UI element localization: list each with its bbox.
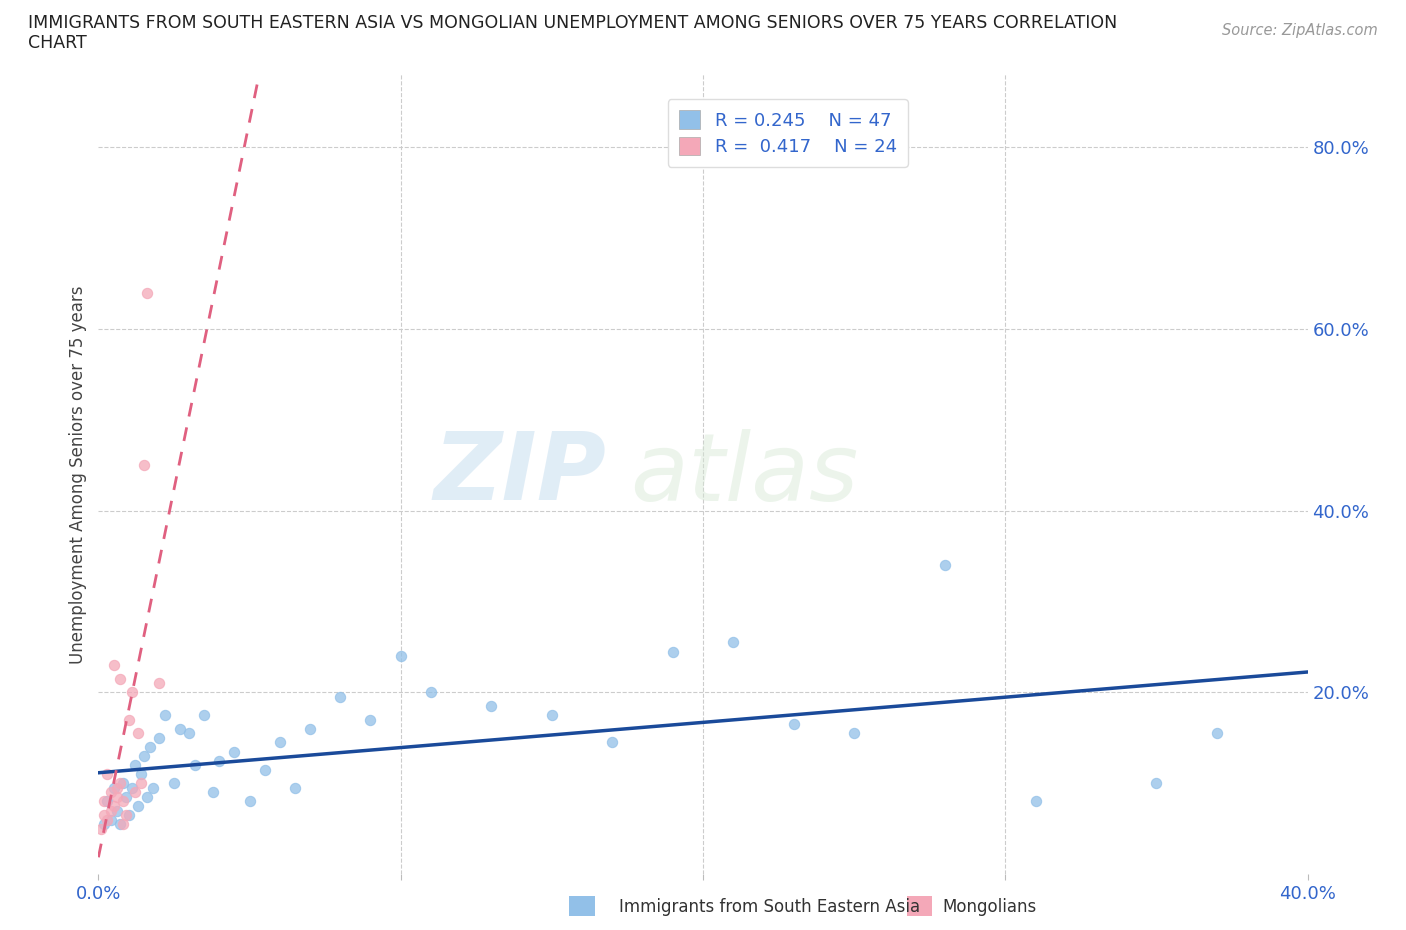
Point: [100, 804, 122, 818]
Point: [481, 698, 503, 713]
Point: [202, 785, 225, 800]
Point: [148, 730, 170, 745]
Point: [118, 712, 141, 727]
Point: [934, 558, 956, 573]
Point: [129, 766, 152, 781]
Point: [103, 658, 125, 672]
Point: [1206, 726, 1229, 741]
Point: [602, 735, 624, 750]
Point: [129, 776, 152, 790]
Point: [108, 671, 131, 686]
Point: [96, 766, 118, 781]
Point: [127, 726, 149, 741]
Point: [389, 648, 412, 663]
Point: [148, 676, 170, 691]
Point: [93, 794, 115, 809]
Point: [132, 458, 155, 472]
Point: [540, 708, 562, 723]
Point: [114, 807, 136, 822]
Point: [96, 794, 118, 809]
Point: [132, 749, 155, 764]
Point: [184, 758, 207, 773]
Point: [100, 812, 122, 827]
Point: [124, 785, 146, 800]
Point: [224, 744, 246, 759]
Point: [121, 780, 143, 795]
Point: [253, 763, 276, 777]
Point: [96, 812, 118, 827]
Point: [169, 722, 191, 737]
Point: [783, 717, 806, 732]
Point: [111, 794, 134, 809]
Point: [105, 790, 128, 804]
Point: [299, 722, 322, 737]
Point: [124, 758, 146, 773]
Point: [142, 780, 165, 795]
Text: CHART: CHART: [28, 34, 87, 52]
Point: [100, 785, 122, 800]
Point: [103, 799, 125, 814]
Point: [105, 780, 128, 795]
Point: [193, 708, 215, 723]
Point: [239, 794, 262, 809]
Point: [163, 776, 186, 790]
Point: [111, 817, 134, 831]
Point: [90, 821, 112, 836]
Point: [103, 780, 125, 795]
Point: [1024, 794, 1046, 809]
Point: [153, 708, 176, 723]
Point: [121, 685, 143, 700]
Point: [360, 712, 382, 727]
Point: [105, 804, 128, 818]
Point: [844, 726, 866, 741]
Text: ZIP: ZIP: [433, 429, 606, 520]
Point: [114, 790, 136, 804]
Text: Immigrants from South Eastern Asia: Immigrants from South Eastern Asia: [619, 897, 920, 916]
Point: [135, 790, 157, 804]
Point: [93, 807, 115, 822]
Point: [127, 799, 149, 814]
Point: [661, 644, 683, 659]
Point: [108, 776, 131, 790]
Y-axis label: Unemployment Among Seniors over 75 years: Unemployment Among Seniors over 75 years: [69, 286, 87, 663]
Text: atlas: atlas: [630, 429, 859, 520]
Point: [329, 689, 352, 704]
Point: [139, 739, 162, 754]
Point: [723, 635, 745, 650]
Point: [135, 286, 157, 300]
Text: Source: ZipAtlas.com: Source: ZipAtlas.com: [1222, 23, 1378, 38]
Legend: R = 0.245    N = 47, R =  0.417    N = 24: R = 0.245 N = 47, R = 0.417 N = 24: [668, 100, 908, 167]
Point: [208, 753, 231, 768]
Point: [118, 807, 141, 822]
Point: [93, 817, 115, 831]
Point: [284, 780, 307, 795]
Point: [111, 776, 134, 790]
Text: Mongolians: Mongolians: [942, 897, 1036, 916]
Point: [108, 817, 131, 831]
Point: [269, 735, 291, 750]
Point: [1144, 776, 1167, 790]
Text: IMMIGRANTS FROM SOUTH EASTERN ASIA VS MONGOLIAN UNEMPLOYMENT AMONG SENIORS OVER : IMMIGRANTS FROM SOUTH EASTERN ASIA VS MO…: [28, 14, 1118, 32]
Point: [179, 726, 201, 741]
Point: [420, 685, 443, 700]
